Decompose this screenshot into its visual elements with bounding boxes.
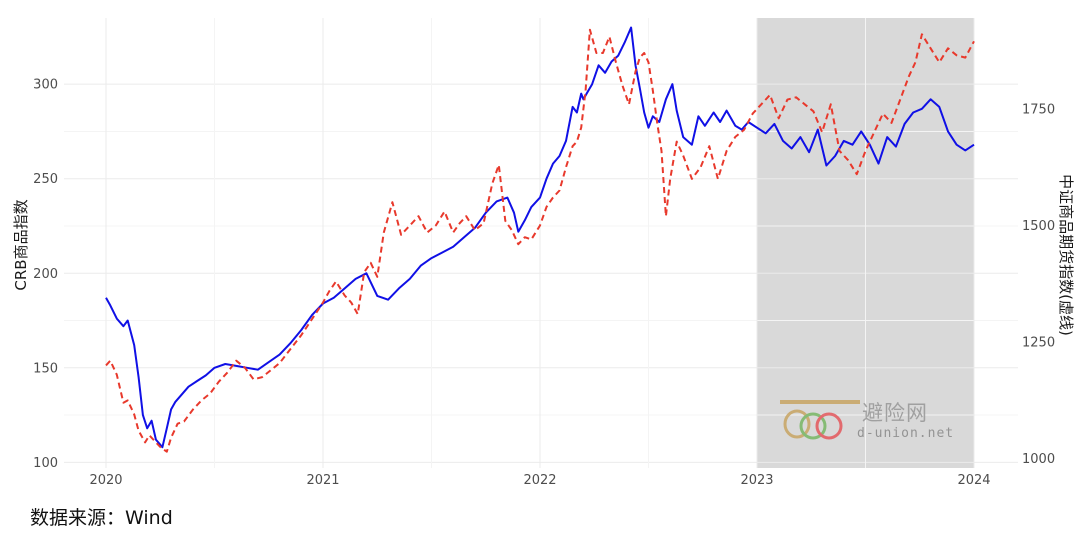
watermark-url: d-union.net xyxy=(857,426,954,441)
x-tick-label: 2024 xyxy=(957,473,990,488)
x-tick-labels: 2020 2021 2022 2023 2024 xyxy=(89,473,990,488)
series-layer xyxy=(105,26,975,453)
y-left-tick-label: 150 xyxy=(33,361,58,376)
y-right-tick-label: 1250 xyxy=(1022,336,1055,351)
watermark-name: 避险网 xyxy=(862,401,928,425)
y-left-tick-label: 250 xyxy=(33,172,58,187)
y-left-tick-label: 300 xyxy=(33,78,58,93)
y-right-tick-label: 1750 xyxy=(1022,102,1055,117)
watermark: 避险网 d-union.net xyxy=(780,400,954,441)
y-right-axis-title: 中证商品期货指数(虚线) xyxy=(1057,174,1075,336)
series-line-dashed-right xyxy=(105,28,975,453)
x-tick-label: 2023 xyxy=(740,473,773,488)
x-tick-label: 2021 xyxy=(306,473,339,488)
y-right-tick-label: 1000 xyxy=(1022,452,1055,467)
y-left-axis-title: CRB商品指数 xyxy=(12,199,30,290)
series-line-solid-left xyxy=(105,26,975,449)
y-right-tick-labels: 1000 1250 1500 1750 xyxy=(1022,102,1055,467)
y-right-tick-label: 1500 xyxy=(1022,219,1055,234)
x-tick-label: 2020 xyxy=(89,473,122,488)
watermark-logo-icon xyxy=(780,400,860,440)
data-source-note: 数据来源：Wind xyxy=(30,507,173,529)
y-left-tick-label: 200 xyxy=(33,267,58,282)
x-tick-label: 2022 xyxy=(523,473,556,488)
y-left-tick-labels: 100 150 200 250 300 xyxy=(33,78,58,471)
grid xyxy=(64,18,1018,468)
y-left-tick-label: 100 xyxy=(33,456,58,471)
